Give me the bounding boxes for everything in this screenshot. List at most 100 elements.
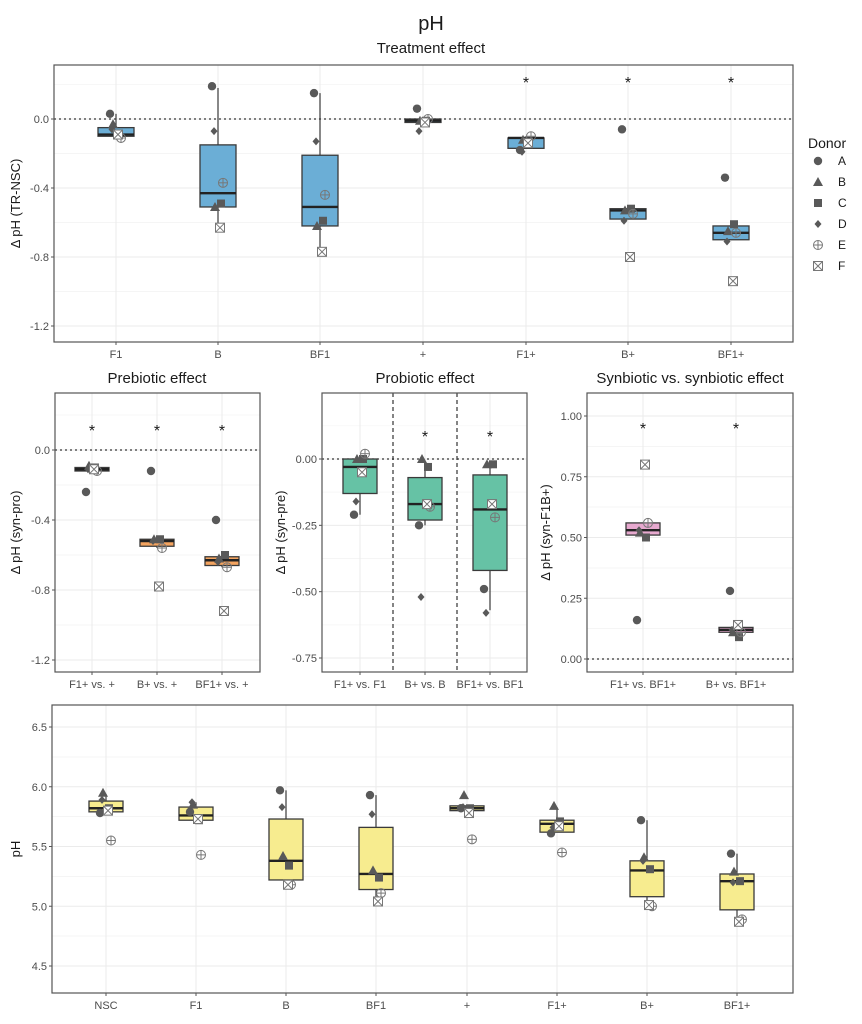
x-tick-label: B+ vs. + <box>137 679 177 691</box>
donor-f-point <box>422 499 432 510</box>
donor-b-point <box>210 201 220 211</box>
x-b <box>215 222 225 233</box>
donor-e-point <box>490 512 500 523</box>
x-b <box>640 459 650 470</box>
donor-a-point <box>725 586 735 596</box>
circle-marker <box>207 82 217 91</box>
donor-b-point <box>729 866 739 876</box>
donor-f-point <box>113 129 123 140</box>
donor-b-point <box>723 226 733 236</box>
circle-marker <box>105 109 115 119</box>
square-marker <box>814 199 822 207</box>
donor-a-point <box>617 125 627 134</box>
donor-f-point <box>464 808 474 819</box>
circle-marker <box>546 829 556 838</box>
triangle-marker <box>278 851 288 861</box>
significance-star: * <box>640 421 646 438</box>
diamond-marker <box>814 220 822 228</box>
circle-marker <box>813 156 823 166</box>
diamond-icon <box>814 220 822 228</box>
x-b <box>422 499 432 509</box>
donor-d-point <box>278 803 286 812</box>
circle-marker <box>725 586 735 596</box>
circle-marker <box>146 466 156 476</box>
donor-f-point <box>734 916 744 927</box>
triangle-marker <box>98 787 108 797</box>
y-tick-label: 0.00 <box>296 454 317 466</box>
donor-f-point <box>644 900 654 911</box>
y-tick-label: 5.5 <box>32 842 47 854</box>
square-marker <box>424 462 432 471</box>
x-tick-label: F1+ <box>516 349 535 361</box>
x-b <box>193 814 203 824</box>
donor-d-point <box>188 798 196 807</box>
diamond-marker <box>518 147 526 156</box>
square-marker <box>156 535 164 544</box>
legend-label: E <box>838 238 846 252</box>
x-b <box>373 896 383 907</box>
x-b <box>89 464 99 475</box>
donor-f-point <box>215 222 225 233</box>
donor-e-point <box>320 189 330 200</box>
diamond-marker <box>278 803 286 812</box>
y-tick-label: 0.75 <box>561 472 582 484</box>
donor-b-point <box>98 787 108 797</box>
donor-e-point <box>196 849 206 860</box>
triangle-icon <box>813 177 823 186</box>
donor-b-point <box>417 454 427 463</box>
x-b <box>625 252 635 262</box>
x-tick-label: BF1 <box>366 1000 386 1012</box>
circle-icon <box>813 156 823 166</box>
x-tick-label: BF1 <box>310 349 330 361</box>
donor-a-point <box>81 487 91 497</box>
y-tick-label: -0.8 <box>30 252 49 264</box>
x-b <box>487 499 497 509</box>
plot-background <box>587 393 793 672</box>
square-marker <box>285 861 293 870</box>
square-marker <box>221 551 229 559</box>
donor-a-point <box>720 173 730 182</box>
figure-title: pH <box>418 13 444 35</box>
donor-c-point <box>285 861 293 870</box>
panel-prebiotic: * * * 0.0 -0.4 -0.8 -1.2 F1+ vs. + B+ vs. + BF1+ … <box>8 392 261 691</box>
donor-d-point <box>417 592 425 601</box>
square-marker <box>359 455 367 463</box>
square-marker <box>217 199 225 208</box>
x-tick-label: B+ vs. B <box>404 679 445 691</box>
square-marker <box>627 204 635 213</box>
circle-marker <box>726 849 736 858</box>
y-tick-label: -1.2 <box>31 655 50 667</box>
triangle-marker <box>813 177 823 186</box>
legend-item-c: C <box>814 196 847 210</box>
significance-star: * <box>422 429 428 446</box>
plot-background <box>52 705 793 993</box>
x-tick-label: F1+ <box>547 1000 566 1012</box>
donor-f-point <box>193 814 203 825</box>
donor-a-point <box>479 584 489 594</box>
y-tick-label: 5.0 <box>32 901 47 913</box>
y-tick-label: 0.00 <box>561 654 582 666</box>
circle-plus-icon <box>813 240 823 250</box>
donor-a-point <box>105 109 115 119</box>
diamond-marker <box>639 856 647 865</box>
box-body <box>268 818 304 881</box>
donor-f-point <box>420 117 430 128</box>
diamond-marker <box>417 592 425 601</box>
y-tick-label: -0.4 <box>30 183 49 195</box>
x-b <box>283 879 293 890</box>
box-B+ <box>629 820 665 906</box>
x-tick-label: F1+ vs. BF1+ <box>610 679 676 691</box>
x-b <box>103 805 113 816</box>
circle-marker <box>414 521 424 530</box>
significance-star: * <box>89 423 95 440</box>
legend-label: A <box>838 154 846 168</box>
donor-c-point <box>217 199 225 208</box>
donor-c-point <box>156 535 164 544</box>
diamond-marker <box>482 608 490 617</box>
x-tick-label: + <box>420 349 426 361</box>
donor-b-point <box>312 220 322 230</box>
donor-c-point <box>221 551 229 559</box>
diamond-marker <box>312 137 320 146</box>
circle-marker <box>211 515 221 525</box>
donor-f-point <box>89 464 99 475</box>
